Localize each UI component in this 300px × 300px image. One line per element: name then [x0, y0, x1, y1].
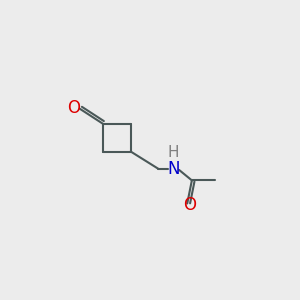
Text: O: O: [68, 99, 81, 117]
Text: N: N: [167, 160, 180, 178]
Text: O: O: [183, 196, 196, 214]
Text: H: H: [168, 145, 179, 160]
